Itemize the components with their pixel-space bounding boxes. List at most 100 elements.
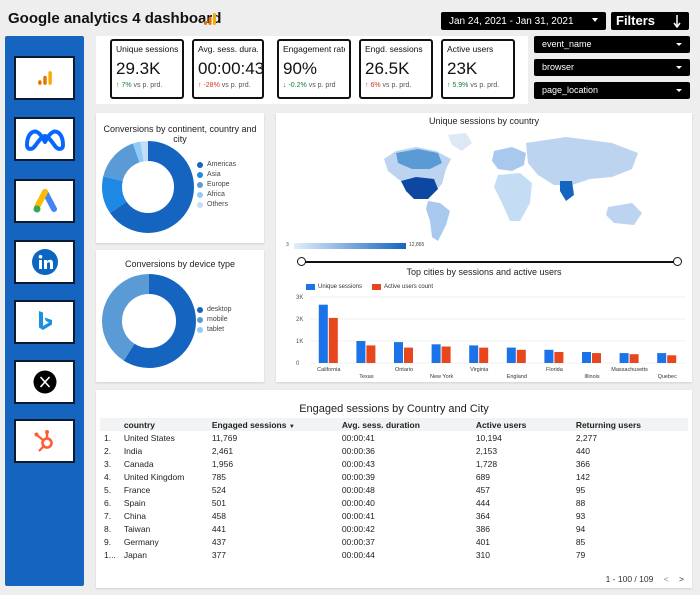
sidebar-item-bing[interactable] (14, 300, 75, 344)
engaged-sessions-table-card: Engaged sessions by Country and City cou… (96, 390, 692, 588)
page-title: Google analytics 4 dashboard (8, 10, 222, 27)
bar-unique-sessions[interactable] (657, 353, 667, 363)
table-row[interactable]: 1... Japan 377 00:00:44 310 79 (100, 549, 688, 562)
date-range-slider-track[interactable] (301, 261, 679, 263)
bar-active-users[interactable] (328, 317, 338, 363)
sidebar-item-linkedin[interactable] (14, 240, 75, 284)
kpi-delta: ↑ 5.9% vs p. prd. (447, 82, 500, 89)
table-cell-country: United Kingdom (123, 471, 185, 482)
bar-unique-sessions[interactable] (431, 344, 441, 363)
table-cell-duration: 00:00:44 (341, 550, 375, 561)
bar-unique-sessions[interactable] (544, 349, 554, 363)
card-title: Conversions by continent, country and ci… (103, 124, 257, 144)
continent-donut-chart (102, 141, 194, 233)
table-row[interactable]: 3. Canada 1,956 00:00:43 1,728 366 (100, 457, 688, 470)
bar-unique-sessions[interactable] (619, 353, 629, 363)
browser-filter[interactable]: browser (534, 59, 690, 76)
table-row[interactable]: 7. China 458 00:00:41 364 93 (100, 510, 688, 523)
table-row[interactable]: 9. Germany 437 00:00:37 401 85 (100, 536, 688, 549)
bar-unique-sessions[interactable] (394, 342, 403, 363)
table-cell-returning: 95 (575, 484, 586, 495)
column-header-active-users[interactable]: Active users (471, 418, 572, 431)
legend-item: Asia (197, 171, 236, 178)
column-header-engaged-sessions[interactable]: Engaged sessions ▼ (207, 418, 338, 431)
kpi-label: Engagement rate (283, 44, 345, 54)
map-region-usa (401, 177, 438, 199)
bar-active-users[interactable] (516, 349, 526, 363)
kpi-delta: ↑ 6% vs p. prd. (365, 82, 412, 89)
table-row[interactable]: 8. Taiwan 441 00:00:42 386 94 (100, 523, 688, 536)
bar-unique-sessions[interactable] (506, 347, 516, 363)
y-tick-label: 2K (296, 317, 303, 323)
table-row[interactable]: 6. Spain 501 00:00:40 444 88 (100, 496, 688, 509)
map-and-cities-card: Unique sessions by country 3 12,865 Top … (276, 113, 692, 382)
date-range-picker[interactable]: Jan 24, 2021 - Jan 31, 2021 (441, 12, 606, 30)
kpi-label: Unique sessions (116, 44, 178, 54)
map-region-india (560, 181, 574, 201)
table-cell-duration: 00:00:48 (341, 484, 375, 495)
table-cell-duration: 00:00:36 (341, 445, 375, 456)
column-header-country[interactable]: country (119, 418, 208, 431)
table-row[interactable]: 2. India 2,461 00:00:36 2,153 440 (100, 444, 688, 457)
bar-active-users[interactable] (441, 346, 451, 364)
x-tick-label: Quebec (658, 374, 678, 380)
table-cell-active: 457 (475, 484, 490, 495)
table-cell-idx: 5. (104, 484, 112, 495)
column-header-returning-users[interactable]: Returning users (571, 418, 688, 431)
table-cell-duration: 00:00:40 (341, 498, 375, 509)
table-cell-returning: 142 (575, 471, 590, 482)
table-cell-returning: 85 (575, 537, 586, 548)
table-cell-engaged: 377 (211, 550, 226, 561)
table-header-row: country Engaged sessions ▼ Avg. sess. du… (100, 418, 688, 431)
sidebar-item-hubspot[interactable] (14, 419, 75, 463)
table-cell-active: 401 (475, 537, 490, 548)
table-cell-active: 310 (475, 550, 490, 561)
event-name-filter[interactable]: event_name (534, 36, 690, 53)
table-cell-active: 386 (475, 524, 490, 535)
page-location-filter[interactable]: page_location (534, 82, 690, 99)
legend-item: tablet (197, 326, 232, 333)
table-cell-idx: 8. (104, 524, 112, 535)
sidebar-item-x[interactable] (14, 360, 75, 404)
table-cell-country: India (123, 445, 143, 456)
bar-active-users[interactable] (554, 352, 564, 363)
chevron-down-icon (676, 89, 682, 92)
bar-unique-sessions[interactable] (582, 352, 591, 363)
table-cell-active: 10,194 (475, 432, 502, 443)
world-map (384, 133, 642, 241)
sidebar-item-google-analytics[interactable] (14, 56, 75, 100)
table-cell-active: 444 (475, 498, 490, 509)
bar-active-users[interactable] (366, 345, 376, 363)
table-row[interactable]: 4. United Kingdom 785 00:00:39 689 142 (100, 470, 688, 483)
bar-active-users[interactable] (479, 347, 489, 363)
table-cell-engaged: 437 (211, 537, 226, 548)
slider-handle-start[interactable] (297, 257, 306, 266)
prev-page-icon[interactable]: < (663, 574, 669, 584)
table-cell-idx: 3. (104, 458, 112, 469)
filters-button[interactable]: Filters (611, 12, 689, 30)
map-region-africa (494, 173, 532, 221)
column-header-avg-duration[interactable]: Avg. sess. duration (337, 418, 472, 431)
chevron-down-icon (676, 66, 682, 69)
bar-active-users[interactable] (667, 355, 677, 363)
table-pagination: 1 - 100 / 109 < > (606, 574, 684, 584)
table-row[interactable]: 1. United States 11,769 00:00:41 10,194 2,277 (100, 431, 688, 444)
sidebar-item-meta[interactable] (14, 117, 75, 161)
sidebar-item-google-ads[interactable] (14, 179, 75, 223)
bar-active-users[interactable] (592, 353, 601, 363)
bar-unique-sessions[interactable] (356, 341, 366, 363)
next-page-icon[interactable]: > (679, 574, 684, 584)
table-row[interactable]: 5. France 524 00:00:48 457 95 (100, 483, 688, 496)
bar-active-users[interactable] (629, 354, 639, 363)
x-tick-label: Massachusetts (611, 367, 648, 373)
table-title: Engaged sessions by Country and City (299, 403, 489, 415)
legend-label: Active users count (384, 284, 434, 290)
google-analytics-icon (37, 71, 52, 85)
pagination-label: 1 - 100 / 109 (605, 574, 654, 584)
slider-handle-end[interactable] (673, 257, 682, 266)
bar-active-users[interactable] (404, 347, 413, 363)
map-title: Unique sessions by country (428, 116, 540, 126)
y-tick-label: 0 (296, 361, 300, 367)
bar-unique-sessions[interactable] (469, 345, 479, 363)
bar-unique-sessions[interactable] (318, 304, 328, 363)
